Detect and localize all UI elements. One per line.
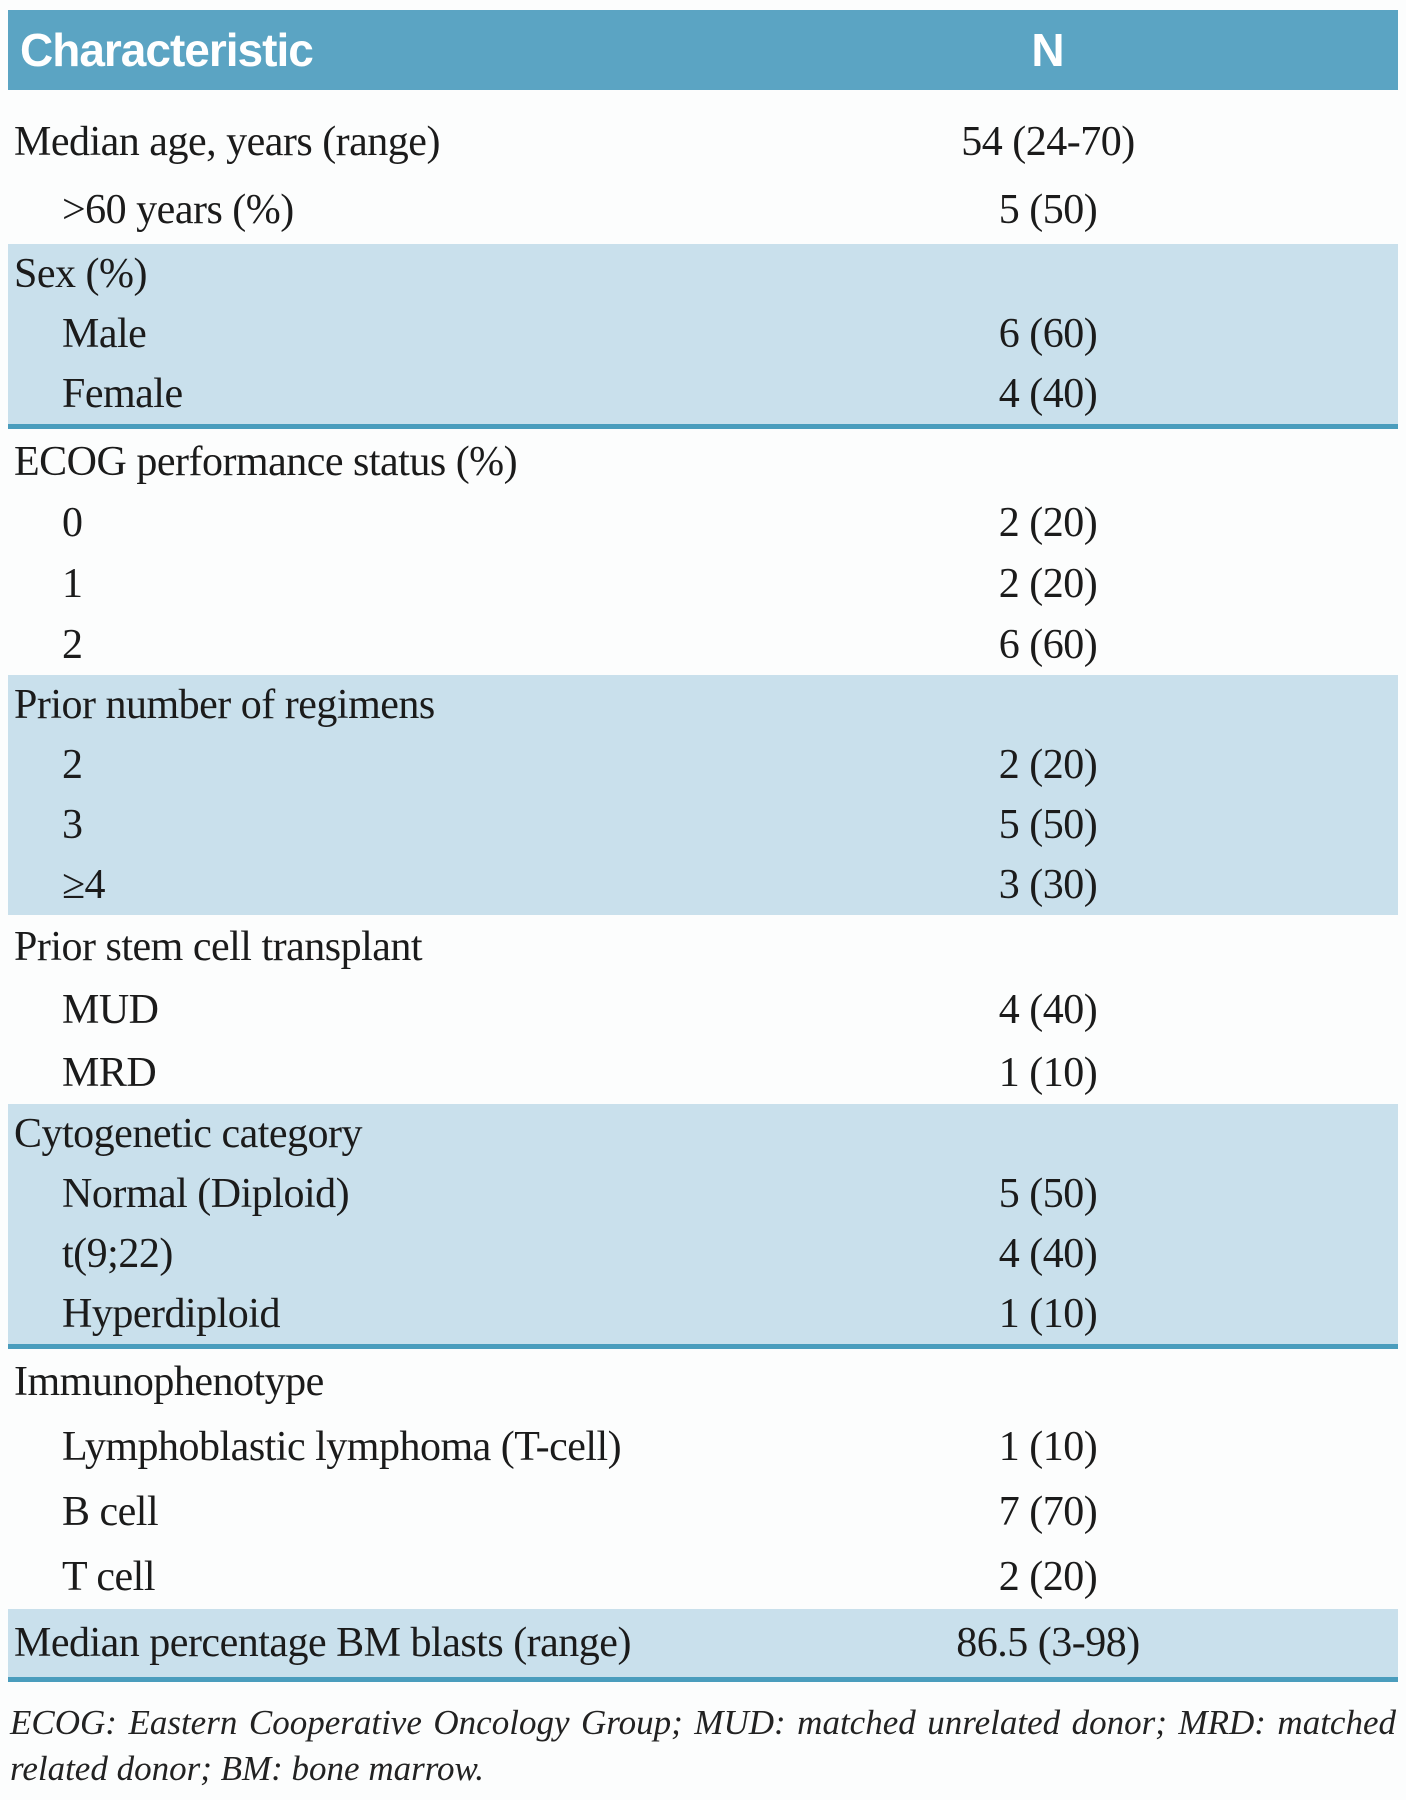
row-label: MRD	[62, 1049, 157, 1096]
section-divider-rule	[8, 1677, 1398, 1682]
row-label: Median age, years (range)	[14, 119, 440, 165]
row-value: 5 (50)	[998, 1171, 1098, 1217]
table-row: 3 5 (50)	[8, 795, 1398, 855]
table-row: 1 2 (20)	[8, 553, 1398, 614]
table-body: Median age, years (range) 54 (24-70) >60 y…	[8, 90, 1398, 1682]
section-divider-rule	[8, 424, 1398, 429]
table-footnote: ECOG: Eastern Cooperative Oncology Group…	[10, 1703, 1396, 1788]
row-label: Immunophenotype	[14, 1358, 324, 1405]
row-label: MUD	[62, 986, 159, 1033]
column-header-n: N	[1031, 24, 1065, 76]
row-label: Prior number of regimens	[14, 682, 435, 728]
row-label: Female	[62, 371, 183, 417]
row-value: 2 (20)	[998, 560, 1098, 607]
table-row: Prior stem cell transplant	[8, 915, 1398, 978]
row-label: Hyperdiploid	[62, 1291, 280, 1337]
section-divider-rule	[8, 1344, 1398, 1349]
table-row: T cell 2 (20)	[8, 1544, 1398, 1609]
row-label: B cell	[62, 1488, 159, 1535]
row-value: 7 (70)	[998, 1488, 1098, 1535]
table-section: Immunophenotype Lymphoblastic lymphoma (T…	[8, 1349, 1398, 1609]
row-value: 4 (40)	[998, 1231, 1098, 1277]
table-row: 2 6 (60)	[8, 614, 1398, 675]
table-row: t(9;22) 4 (40)	[8, 1224, 1398, 1284]
table-row: B cell 7 (70)	[8, 1479, 1398, 1544]
row-label: T cell	[62, 1553, 156, 1600]
row-label: Lymphoblastic lymphoma (T-cell)	[62, 1423, 622, 1470]
table-row: Sex (%)	[8, 244, 1398, 304]
row-label: 2	[62, 621, 83, 668]
row-label: Cytogenetic category	[14, 1111, 363, 1157]
table-row: Median percentage BM blasts (range) 86.5 …	[8, 1609, 1398, 1677]
table-row: Normal (Diploid) 5 (50)	[8, 1164, 1398, 1224]
table-section: ECOG performance status (%) 0 2 (20) 1 2 (20…	[8, 429, 1398, 675]
table-row: 2 2 (20)	[8, 735, 1398, 795]
table-row: Lymphoblastic lymphoma (T-cell) 1 (10)	[8, 1414, 1398, 1479]
row-value: 2 (20)	[998, 742, 1098, 788]
row-value: 6 (60)	[998, 621, 1098, 668]
table-row: MUD 4 (40)	[8, 978, 1398, 1041]
row-value: 4 (40)	[998, 986, 1098, 1033]
table-section: Prior number of regimens 2 2 (20) 3 5 (50) ≥4…	[8, 675, 1398, 915]
row-label: 3	[62, 802, 83, 848]
row-label: 0	[62, 499, 83, 546]
row-label: Prior stem cell transplant	[14, 923, 423, 970]
row-value: 3 (30)	[998, 862, 1098, 908]
table-row: >60 years (%) 5 (50)	[8, 176, 1398, 244]
table-section: Prior stem cell transplant MUD 4 (40) MRD 1 …	[8, 915, 1398, 1104]
table-row: Female 4 (40)	[8, 364, 1398, 424]
table-row: Median age, years (range) 54 (24-70)	[8, 108, 1398, 176]
row-label: >60 years (%)	[62, 187, 294, 233]
table-row: Male 6 (60)	[8, 304, 1398, 364]
row-value: 4 (40)	[998, 371, 1098, 417]
row-value: 54 (24-70)	[961, 119, 1135, 165]
row-value: 5 (50)	[998, 802, 1098, 848]
row-label: Male	[62, 311, 147, 357]
row-value: 5 (50)	[998, 187, 1098, 233]
table-row: MRD 1 (10)	[8, 1041, 1398, 1104]
row-value: 2 (20)	[998, 1553, 1098, 1600]
row-label: Normal (Diploid)	[62, 1171, 350, 1217]
row-label: 1	[62, 560, 83, 607]
row-label: ECOG performance status (%)	[14, 438, 518, 485]
table-section: Median percentage BM blasts (range) 86.5 …	[8, 1609, 1398, 1677]
row-label: Sex (%)	[14, 251, 147, 297]
row-value: 1 (10)	[998, 1049, 1098, 1096]
table-row: ECOG performance status (%)	[8, 431, 1398, 492]
row-label: t(9;22)	[62, 1231, 173, 1277]
row-label: ≥4	[62, 862, 106, 908]
table-row: 0 2 (20)	[8, 492, 1398, 553]
column-header-characteristic: Characteristic	[20, 24, 314, 76]
table-section: Median age, years (range) 54 (24-70) >60 y…	[8, 90, 1398, 244]
table-row: Hyperdiploid 1 (10)	[8, 1284, 1398, 1344]
row-value: 1 (10)	[998, 1291, 1098, 1337]
row-value: 6 (60)	[998, 311, 1098, 357]
row-value: 2 (20)	[998, 499, 1098, 546]
table-section: Cytogenetic category Normal (Diploid) 5 (5…	[8, 1104, 1398, 1344]
table-section: Sex (%) Male 6 (60) Female 4 (40)	[8, 244, 1398, 424]
table-row: ≥4 3 (30)	[8, 855, 1398, 915]
row-value: 86.5 (3-98)	[956, 1620, 1140, 1666]
table-row: Cytogenetic category	[8, 1104, 1398, 1164]
row-label: 2	[62, 742, 83, 788]
table-row: Prior number of regimens	[8, 675, 1398, 735]
row-value: 1 (10)	[998, 1423, 1098, 1470]
table-row: Immunophenotype	[8, 1349, 1398, 1414]
row-label: Median percentage BM blasts (range)	[14, 1620, 631, 1666]
table-header-row: Characteristic N	[8, 10, 1398, 90]
